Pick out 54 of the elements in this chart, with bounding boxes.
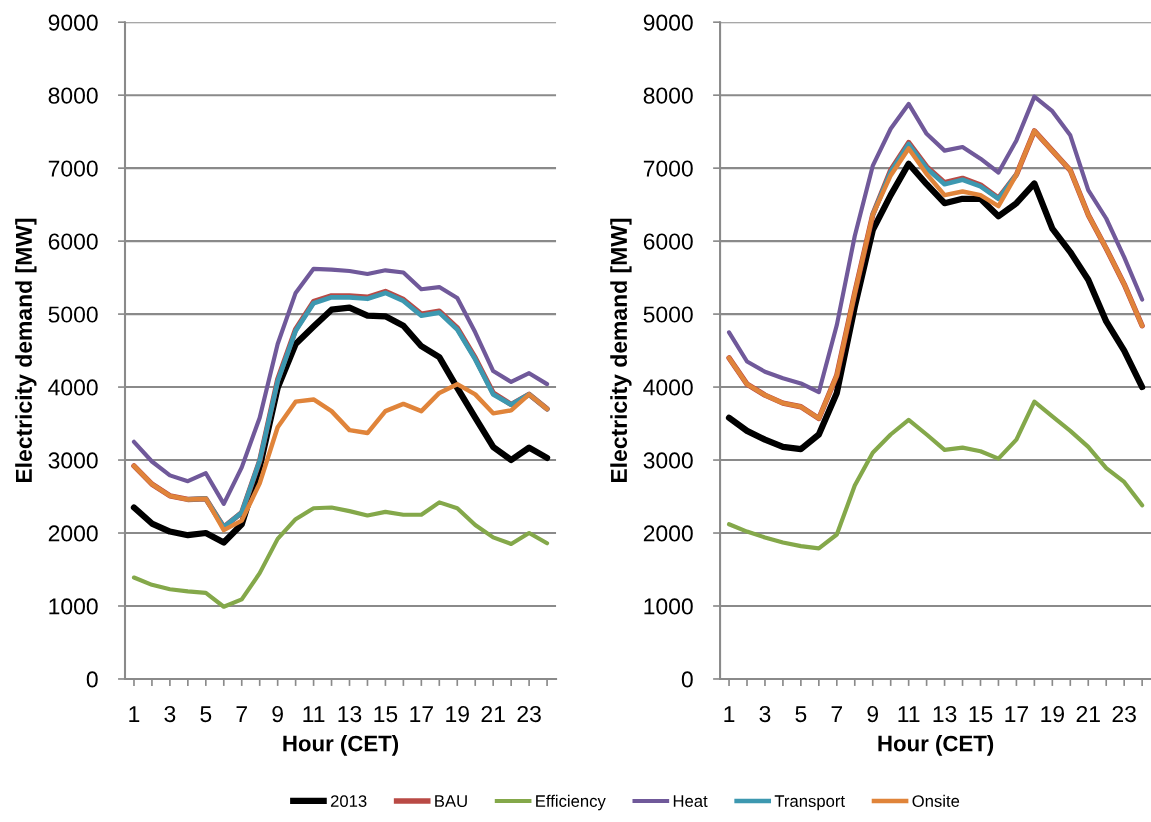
y-axis-title: Electricity demand [MW]: [15, 218, 37, 483]
x-tick-label: 1: [724, 706, 735, 722]
y-tick-label: 7000: [643, 160, 693, 177]
x-tick-label: 15: [969, 706, 993, 723]
x-tick-label: 9: [867, 705, 879, 723]
y-tick-label: 4000: [48, 379, 98, 396]
y-tick-label: 7000: [48, 160, 98, 177]
x-tick-label: 5: [200, 706, 212, 723]
x-tick-label: 3: [759, 705, 771, 723]
y-tick-label: 1000: [644, 598, 693, 615]
x-tick-label: 7: [831, 706, 843, 722]
y-tick-label: 9000: [48, 14, 98, 31]
x-axis-title: Hour (CET): [283, 735, 399, 756]
legend-label: Heat: [673, 795, 708, 807]
x-axis-title: Hour (CET): [878, 735, 994, 756]
x-tick-label: 21: [1076, 705, 1100, 722]
x-tick-label: 21: [481, 705, 505, 722]
x-tick-label: 11: [898, 706, 920, 722]
y-tick-label: 1000: [49, 598, 98, 615]
y-tick-label: 6000: [48, 233, 98, 250]
x-tick-label: 9: [272, 705, 283, 723]
x-tick-label: 15: [374, 706, 398, 723]
legend-label: BAU: [435, 795, 467, 807]
legend-label: Transport: [774, 795, 845, 811]
x-tick-label: 19: [1041, 705, 1064, 723]
y-axis-title: Electricity demand [MW]: [610, 218, 632, 483]
y-tick-label: 3000: [643, 452, 693, 469]
x-tick-label: 13: [338, 705, 362, 723]
x-tick-label: 23: [1112, 705, 1136, 723]
x-tick-label: 7: [236, 706, 247, 722]
y-tick-label: 2000: [643, 525, 693, 542]
x-tick-label: 11: [303, 706, 325, 722]
legend-label: 2013: [330, 795, 367, 807]
x-tick-label: 23: [517, 705, 541, 723]
y-tick-label: 8000: [48, 87, 98, 104]
x-tick-label: 5: [795, 706, 807, 723]
legend-label: Efficiency: [536, 794, 606, 811]
y-tick-label: 5000: [643, 306, 693, 323]
x-tick-label: 13: [933, 705, 957, 723]
x-tick-label: 1: [129, 706, 140, 722]
y-tick-label: 5000: [48, 306, 98, 323]
y-tick-label: 6000: [643, 233, 693, 250]
legend-label: Onsite: [912, 794, 960, 807]
x-tick-label: 17: [1005, 706, 1029, 722]
y-tick-label: 0: [681, 671, 693, 688]
y-tick-label: 8000: [643, 87, 693, 104]
y-tick-label: 4000: [643, 379, 693, 396]
y-tick-label: 9000: [643, 14, 693, 31]
x-tick-label: 17: [410, 706, 433, 722]
x-tick-label: 3: [164, 705, 176, 723]
y-tick-label: 0: [86, 671, 98, 688]
y-tick-label: 3000: [48, 452, 98, 469]
y-tick-label: 2000: [48, 525, 98, 542]
x-tick-label: 19: [446, 705, 469, 723]
